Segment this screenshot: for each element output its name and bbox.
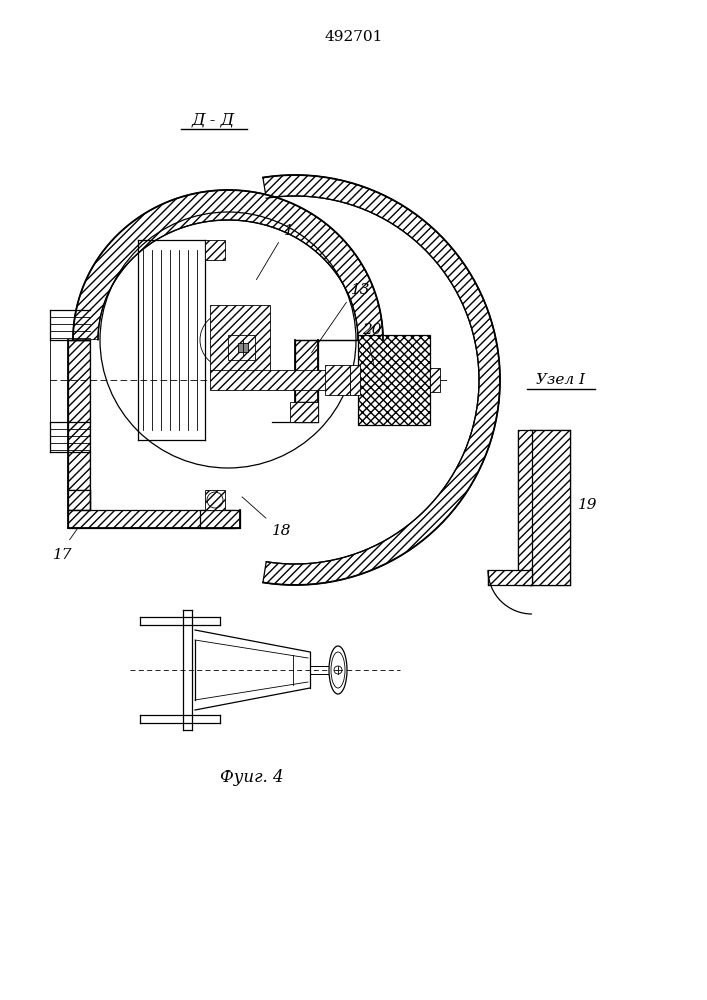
Polygon shape bbox=[228, 335, 255, 360]
Polygon shape bbox=[263, 175, 500, 585]
Polygon shape bbox=[272, 402, 318, 422]
Polygon shape bbox=[518, 430, 532, 585]
Text: Д - Д: Д - Д bbox=[192, 111, 235, 128]
Text: Узел I: Узел I bbox=[535, 373, 585, 387]
Text: 17: 17 bbox=[53, 548, 73, 562]
Text: 18: 18 bbox=[272, 524, 291, 538]
Polygon shape bbox=[200, 510, 240, 528]
Text: 1: 1 bbox=[284, 224, 293, 238]
Polygon shape bbox=[205, 240, 225, 260]
Polygon shape bbox=[68, 340, 90, 490]
Polygon shape bbox=[68, 510, 235, 528]
Text: 492701: 492701 bbox=[325, 30, 383, 44]
Text: Фуиг. 4: Фуиг. 4 bbox=[220, 770, 284, 786]
Polygon shape bbox=[205, 490, 225, 510]
Polygon shape bbox=[73, 190, 383, 340]
Polygon shape bbox=[210, 370, 360, 390]
Polygon shape bbox=[325, 365, 350, 395]
Ellipse shape bbox=[329, 646, 347, 694]
Polygon shape bbox=[238, 343, 248, 352]
Polygon shape bbox=[68, 490, 90, 510]
Polygon shape bbox=[358, 335, 430, 425]
Polygon shape bbox=[290, 402, 318, 422]
Polygon shape bbox=[530, 430, 570, 585]
Polygon shape bbox=[430, 368, 440, 392]
Polygon shape bbox=[295, 340, 318, 402]
Polygon shape bbox=[90, 340, 295, 490]
Text: 20: 20 bbox=[362, 323, 382, 337]
Text: 13: 13 bbox=[351, 283, 370, 297]
Text: 19: 19 bbox=[578, 498, 597, 512]
Polygon shape bbox=[350, 365, 360, 395]
Polygon shape bbox=[210, 305, 270, 375]
Polygon shape bbox=[488, 570, 532, 585]
